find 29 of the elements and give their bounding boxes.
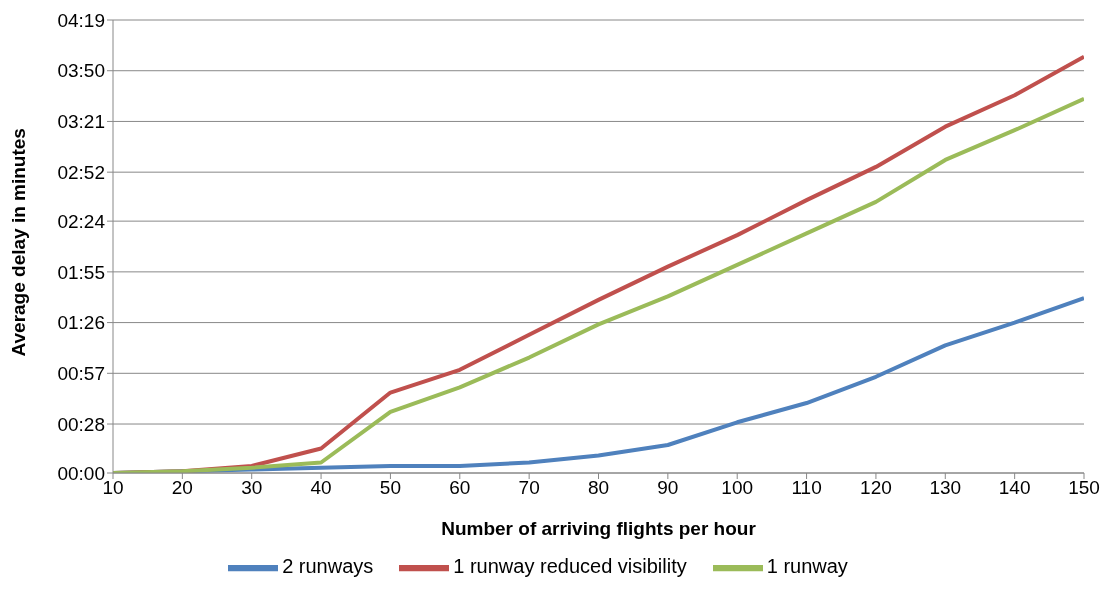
- y-tick-label: 00:28: [57, 413, 105, 435]
- x-tick-label: 130: [929, 477, 962, 499]
- x-tick-label: 20: [171, 477, 193, 499]
- legend-label: 1 runway reduced visibility: [453, 555, 687, 578]
- y-axis-title: Average delay in minutes: [7, 128, 29, 357]
- x-tick-label: 120: [860, 477, 892, 499]
- y-tick-label: 01:26: [57, 312, 105, 334]
- x-tick-label: 60: [449, 477, 471, 499]
- x-tick-label: 90: [657, 477, 679, 499]
- legend-label: 1 runway: [766, 555, 848, 578]
- y-tick-label: 02:24: [57, 210, 106, 232]
- y-tick-label: 02:52: [57, 161, 105, 183]
- y-tick-label: 03:21: [57, 111, 105, 133]
- x-tick-label: 30: [241, 477, 263, 499]
- x-tick-label: 70: [518, 477, 540, 499]
- y-tick-label: 00:00: [57, 462, 105, 484]
- x-tick-label: 100: [721, 477, 754, 499]
- y-tick-label: 01:55: [57, 261, 105, 283]
- x-tick-label: 80: [587, 477, 610, 499]
- y-tick-label: 04:19: [57, 9, 105, 31]
- y-tick-label: 00:57: [57, 363, 105, 385]
- x-axis-title: Number of arriving flights per hour: [441, 518, 757, 539]
- x-tick-label: 140: [998, 477, 1031, 499]
- x-tick-label: 150: [1068, 477, 1100, 499]
- x-tick-label: 40: [310, 477, 332, 499]
- x-tick-label: 110: [791, 477, 822, 499]
- legend-label: 2 runways: [282, 555, 374, 578]
- x-tick-label: 50: [379, 477, 401, 499]
- y-tick-label: 03:50: [57, 60, 105, 82]
